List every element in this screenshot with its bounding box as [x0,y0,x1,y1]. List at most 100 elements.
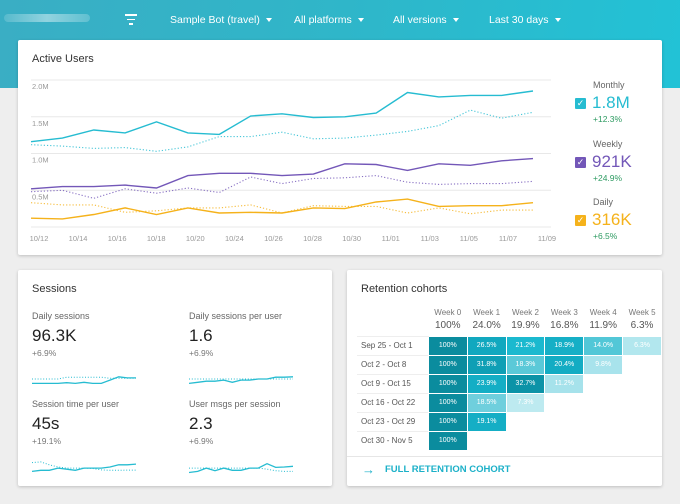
chevron-down-icon [452,18,459,22]
retention-cell[interactable]: 19.1% [466,411,507,432]
x-tick-label: 10/24 [225,234,244,243]
retention-cell[interactable]: 100% [427,373,468,394]
sparkline-current [189,462,293,474]
retention-cell[interactable]: 21.2% [505,335,546,356]
week-average: 24.0% [472,320,501,331]
retention-cell[interactable]: 18.3% [505,354,546,375]
active-users-card: Active Users [18,40,662,255]
metric-change: +6.9% [32,348,57,358]
retention-cell[interactable]: 7.3% [505,392,546,413]
sparkline [32,376,136,385]
sparkline-current [32,376,136,385]
y-tick-label: 1.5M [32,119,49,128]
series-line-daily-dotted [30,202,533,215]
sparkline-previous [32,376,136,380]
empty-cell [583,373,624,394]
week-header: Week 0 100% [428,308,467,336]
retention-cell[interactable]: 100% [427,335,468,356]
empty-cell [622,411,662,432]
x-tick-label: 11/03 [421,234,439,243]
corner-cell [357,308,428,336]
x-tick-label: 10/26 [264,234,283,243]
x-tick-label: 10/20 [186,234,205,243]
week-header: Week 3 16.8% [545,308,584,336]
logo [4,14,90,22]
full-retention-cohort-link[interactable]: → FULL RETENTION COHORT [362,462,510,477]
legend-daily[interactable]: Daily ✓ 316K +6.5% [575,197,632,241]
metric-value: 1.6 [189,326,213,345]
platform-selector[interactable]: All platforms [294,14,364,26]
legend-change: +12.3% [593,114,623,124]
legend-monthly[interactable]: Monthly ✓ 1.8M +12.3% [575,80,630,124]
empty-cell [544,411,585,432]
cohort-label: Oct 2 - Oct 8 [357,354,429,374]
empty-cell [622,430,662,451]
metric-label: User msgs per session [189,399,281,409]
empty-cell [583,430,624,451]
x-tick-label: 11/09 [538,234,556,243]
cohort-row: Sep 25 - Oct 1 100% 26.5% 21.2% 18.9% 14.0% 6.… [357,335,662,356]
cohort-row: Oct 23 - Oct 29 100% 19.1% [357,411,662,432]
series-line-weekly-solid [30,157,534,190]
legend-change: +24.9% [593,173,623,183]
week-label: Week 4 [589,308,617,317]
retention-cell[interactable]: 100% [427,430,468,451]
metric-label: Daily sessions per user [189,311,283,321]
cohort-row: Oct 2 - Oct 8 100% 31.8% 18.3% 20.4% 9.8% [357,354,662,375]
platform-selector-label: All platforms [294,14,352,26]
empty-cell [466,430,507,451]
metric-label: Daily sessions [32,311,90,321]
cohort-label: Oct 30 - Nov 5 [357,430,429,450]
chevron-down-icon [554,18,561,22]
retention-cell[interactable]: 100% [427,411,468,432]
card-title: Retention cohorts [361,283,448,295]
series-line-monthly-solid [30,90,534,143]
retention-cell[interactable]: 31.8% [466,354,507,375]
retention-cell[interactable]: 26.5% [466,335,507,356]
metric-label: Session time per user [32,399,120,409]
bot-selector[interactable]: Sample Bot (travel) [170,14,272,26]
card-title: Sessions [32,283,77,295]
date-range-selector[interactable]: Last 30 days [489,14,561,26]
week-average: 11.9% [589,320,617,331]
cohort-label: Sep 25 - Oct 1 [357,335,429,355]
metric-change: +6.9% [189,436,214,446]
metric-value: 2.3 [189,414,213,433]
retention-cell[interactable]: 100% [427,354,468,375]
metric-change: +6.9% [189,348,214,358]
bot-selector-label: Sample Bot (travel) [170,14,260,26]
week-average: 19.9% [511,320,540,331]
x-tick-label: 10/16 [108,234,127,243]
checkbox-icon[interactable]: ✓ [575,214,586,226]
retention-cell[interactable]: 20.4% [544,354,585,375]
retention-cell[interactable]: 11.2% [544,373,585,394]
retention-cell[interactable]: 6.3% [622,335,662,356]
legend-weekly[interactable]: Weekly ✓ 921K +24.9% [575,139,632,183]
sparkline [189,376,293,385]
retention-cell[interactable]: 32.7% [505,373,546,394]
filter-icon[interactable] [124,14,138,26]
chevron-down-icon [265,18,272,22]
legend-value: 316K [592,210,632,229]
retention-cell[interactable]: 18.5% [466,392,507,413]
retention-cell[interactable]: 18.9% [544,335,585,356]
legend-change: +6.5% [593,231,618,241]
retention-cell[interactable]: 100% [427,392,468,413]
retention-cell[interactable]: 9.8% [583,354,624,375]
divider [347,456,662,457]
week-header: Week 2 19.9% [506,308,545,336]
week-label: Week 0 [434,308,462,317]
card-title: Active Users [32,53,94,65]
version-selector[interactable]: All versions [393,14,459,26]
week-header: Week 5 6.3% [623,308,662,336]
metric-change: +19.1% [32,436,62,446]
checkbox-icon[interactable]: ✓ [575,156,586,168]
retention-cell[interactable]: 23.9% [466,373,507,394]
chevron-down-icon [357,18,364,22]
checkbox-icon[interactable]: ✓ [575,97,586,109]
y-tick-label: 1.0M [32,156,49,165]
week-label: Week 1 [473,308,501,317]
version-selector-label: All versions [393,14,447,26]
retention-cell[interactable]: 14.0% [583,335,624,356]
series-line-monthly-dotted [30,109,534,152]
